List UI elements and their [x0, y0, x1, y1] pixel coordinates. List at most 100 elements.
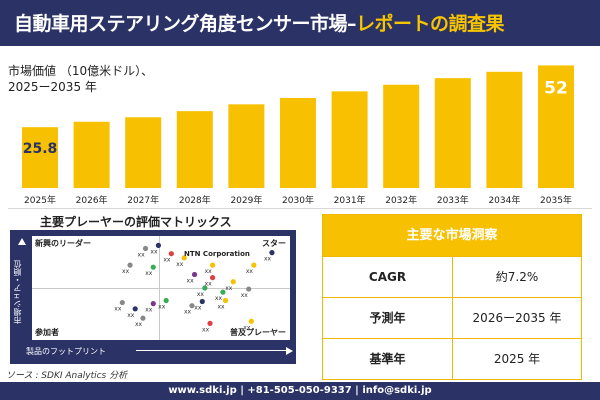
company-marker-label: xx: [145, 307, 153, 314]
bar-2030年: [280, 97, 316, 188]
company-marker: [220, 289, 226, 295]
company-marker-label: xx: [246, 268, 254, 275]
insights-table-header: 主要な市場洞察: [323, 215, 581, 256]
row-key-cagr: CAGR: [368, 270, 407, 284]
x-tick-label: 2035年: [540, 194, 572, 206]
report-title: 自動車用ステアリング角度センサー市場–レポートの調査果: [14, 9, 505, 36]
title-main: 自動車用ステアリング角度センサー市場: [14, 13, 348, 35]
evaluation-matrix: 市場シェア・順位 新興のリーダー スター 参加者 普及プレーヤー xx xx xx x…: [10, 230, 296, 364]
company-marker: [142, 245, 149, 252]
company-marker: [150, 301, 156, 307]
company-marker-label: xx: [145, 270, 153, 277]
matrix-plot-area: 新興のリーダー スター 参加者 普及プレーヤー xx xx xx xx xx xx xx xx…: [32, 236, 290, 340]
chart-caption: 市場価値 （10億米ドル）、 2025ー2035 年: [8, 63, 153, 95]
table-row: 予測年 2026ー2035 年: [323, 297, 581, 338]
x-tick-label: 2025年: [24, 194, 56, 206]
company-marker-label: xx: [215, 295, 223, 302]
company-marker-label: xx: [205, 281, 213, 288]
company-marker-label: xx: [127, 312, 135, 319]
section-divider: [8, 208, 592, 209]
table-row: CAGR 約7.2%: [323, 256, 581, 297]
company-marker: [230, 279, 236, 285]
source-note: ソース : SDKI Analytics 分析: [6, 371, 128, 381]
company-marker: [191, 271, 198, 278]
bar-2028年: [176, 111, 213, 188]
quadrant-emerging-leaders: 新興のリーダー: [35, 239, 91, 248]
company-marker-label: xx: [176, 261, 184, 268]
company-marker-label: xx: [158, 303, 166, 310]
company-marker: [251, 262, 257, 268]
market-value-bar-chart: 2025年 25.8 2026年 2027年 2028年 2029年 2030年 2031年 2…: [22, 65, 574, 206]
company-marker: [181, 255, 187, 261]
bar-2026年: [73, 121, 110, 188]
x-tick-label: 2028年: [179, 194, 211, 206]
market-insights-table: 主要な市場洞察 CAGR 約7.2% 予測年 2026ー2035 年 基準年 2…: [322, 214, 582, 380]
matrix-axis-y-label: 市場シェア・順位: [13, 260, 22, 324]
company-marker: [210, 262, 216, 268]
company-marker-label: xx: [138, 251, 146, 258]
company-marker: [199, 298, 205, 305]
bar-value-label: 25.8: [23, 141, 58, 157]
row-key-forecast-year: 予測年: [369, 311, 406, 325]
company-marker: [246, 286, 252, 292]
x-tick-label: 2033年: [437, 194, 469, 206]
company-marker-label: xx: [218, 303, 226, 310]
company-marker-label: xx: [163, 257, 171, 264]
x-tick-label: 2031年: [334, 194, 366, 206]
company-marker-label: xx: [241, 292, 249, 299]
x-axis-arrow-icon: [286, 347, 293, 355]
chart-caption-line2: 2025ー2035 年: [8, 80, 97, 94]
matrix-axis-x-label: 製品のフットプリント: [26, 347, 106, 356]
x-tick-label: 2032年: [385, 194, 417, 206]
matrix-title: 主要プレーヤーの評価マトリックス: [40, 215, 232, 229]
company-marker-label: xx: [225, 285, 233, 292]
row-key-base-year: 基準年: [369, 352, 406, 366]
quadrant-pervasive-players: 普及プレーヤー: [230, 328, 286, 337]
company-marker-label: xx: [135, 321, 143, 328]
company-marker: [132, 306, 138, 312]
title-highlight: レポートの調査果: [356, 13, 505, 35]
company-marker-label: xx: [264, 256, 272, 263]
company-marker: [155, 242, 162, 248]
x-tick-label: 2029年: [230, 194, 262, 206]
bar-2033年: [434, 78, 471, 188]
bar-2025年: [22, 127, 58, 188]
bar-2031年: [331, 91, 368, 188]
company-marker: [210, 275, 216, 281]
contact-footer: www.sdki.jp | +81-505-050-9337 | info@sd…: [0, 382, 600, 400]
bar-2034年: [486, 71, 523, 188]
company-marker-label: xx: [122, 268, 130, 275]
company-marker-label: xx: [150, 248, 158, 255]
bar-value-label: 52: [544, 78, 568, 98]
x-tick-label: 2026年: [76, 194, 108, 206]
bar-2035年: [538, 65, 574, 188]
quadrant-stars: スター: [262, 239, 286, 248]
matrix-horizontal-divider: [32, 288, 290, 289]
company-marker: [163, 297, 169, 304]
company-marker-label: xx: [202, 326, 210, 333]
company-marker: [189, 303, 195, 309]
x-tick-label: 2034年: [488, 194, 520, 206]
company-marker: [150, 264, 156, 270]
x-tick-label: 2027年: [127, 194, 159, 206]
company-marker: [119, 299, 125, 306]
company-marker: [222, 297, 229, 304]
company-marker: [202, 285, 208, 291]
row-value-forecast-year: 2026ー2035 年: [452, 298, 581, 338]
report-header: 自動車用ステアリング角度センサー市場–レポートの調査果: [0, 0, 600, 46]
company-marker: [168, 251, 174, 257]
company-marker: [207, 320, 213, 326]
company-marker-label: xx: [194, 305, 202, 312]
company-marker-label: xx: [114, 306, 122, 313]
company-marker-label: xx: [187, 277, 195, 284]
company-marker-label: xx: [205, 268, 213, 275]
row-value-cagr: 約7.2%: [452, 257, 581, 297]
quadrant-participants: 参加者: [35, 328, 59, 337]
row-value-base-year: 2025 年: [452, 339, 581, 379]
bar-2029年: [228, 104, 265, 188]
y-axis-arrow-icon: [18, 238, 26, 245]
company-marker: [269, 250, 275, 256]
bar-2032年: [383, 84, 420, 188]
company-marker: [248, 318, 254, 324]
